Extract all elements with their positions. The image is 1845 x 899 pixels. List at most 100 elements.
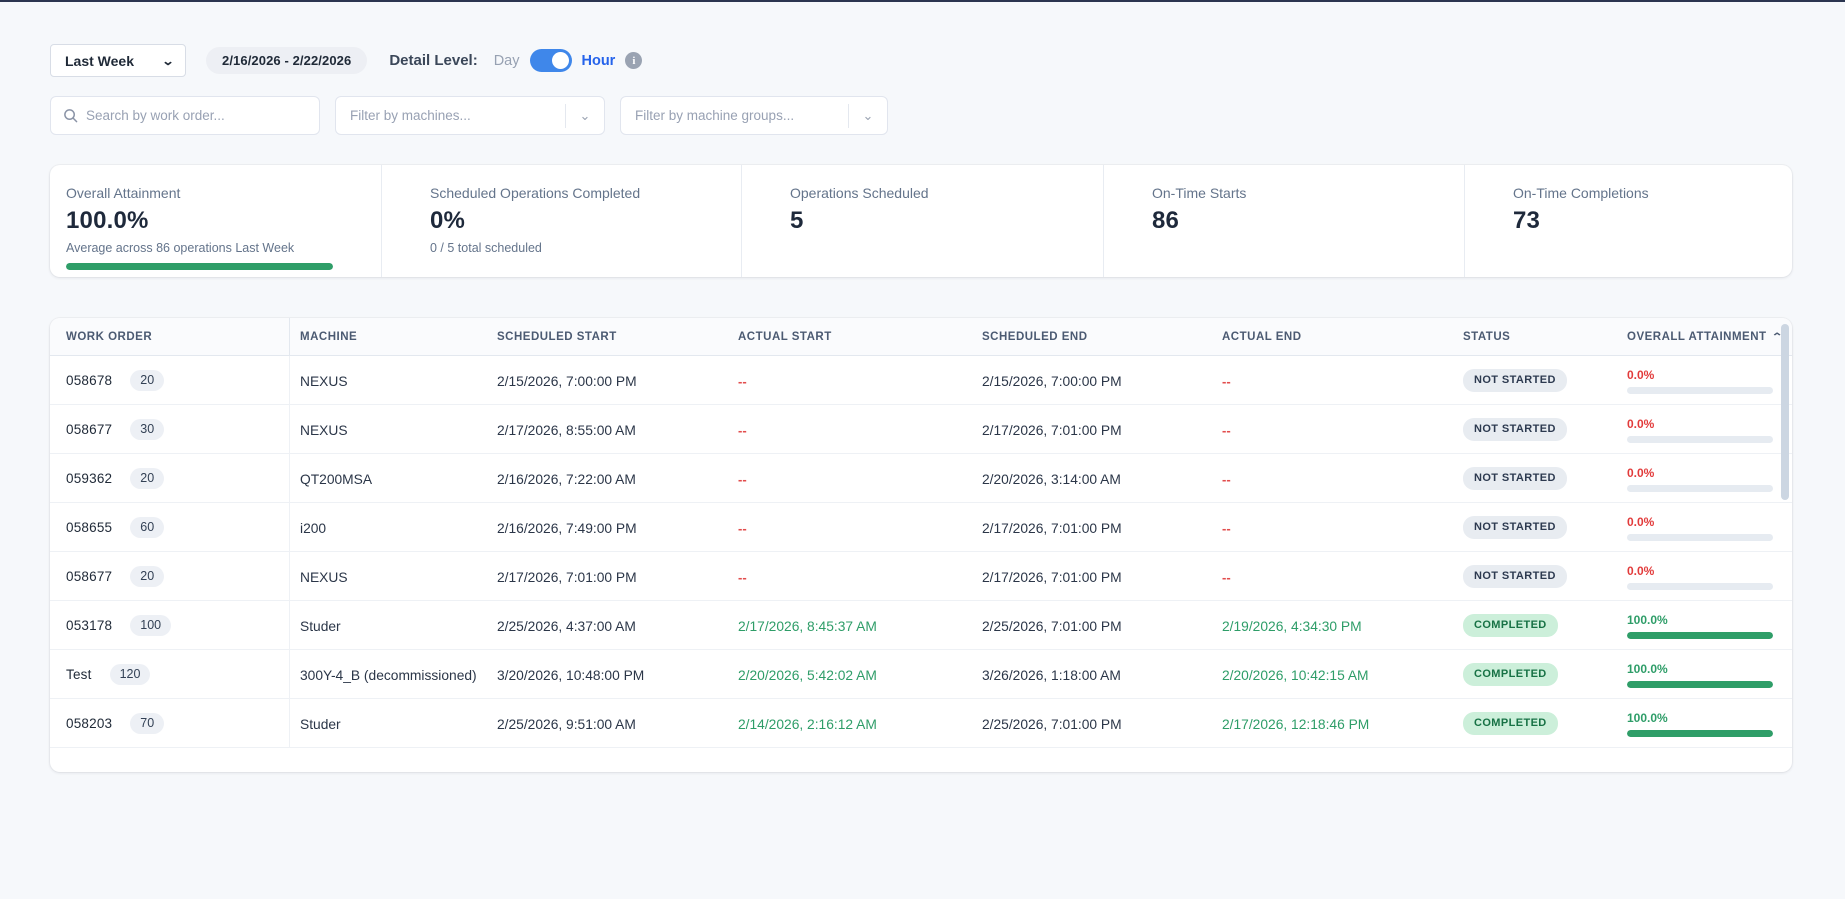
scheduled-start-cell: 2/25/2026, 9:51:00 AM [497,716,636,732]
col-header-actual-start[interactable]: ACTUAL START [738,331,832,343]
kpi-value: 100.0% [66,207,149,234]
status-cell: NOT STARTED [1463,515,1627,540]
attainment-bar [1627,533,1773,541]
attainment-percent: 0.0% [1627,367,1655,382]
col-header-machine[interactable]: MACHINE [300,331,358,343]
work-order-number: 058203 [66,716,113,731]
scheduled-end-cell: 2/17/2026, 7:01:00 PM [982,520,1122,536]
detail-level-label: Detail Level: [389,52,478,69]
work-order-cell: Test 120 [50,650,290,699]
actual-start-cell: -- [738,520,982,536]
table-row[interactable]: 058655 60 i200 2/16/2026, 7:49:00 PM -- 2/17/… [50,503,1792,552]
filter-row: Filter by machines... ⌄ Filter by machin… [50,96,888,135]
status-badge: COMPLETED [1463,711,1558,736]
machine-cell: NEXUS [300,569,348,585]
missing-value: -- [738,569,747,585]
detail-level-toggle[interactable] [529,49,572,72]
attainment-bar [1627,729,1773,737]
machines-filter[interactable]: Filter by machines... ⌄ [335,96,605,135]
col-header-work-order[interactable]: WORK ORDER [50,318,290,356]
attainment-percent: 100.0% [1627,661,1668,676]
kpi-operations-scheduled: Operations Scheduled 5 [741,165,1103,277]
table-row[interactable]: Test 120 300Y-4_B (decommissioned) 3/20/202… [50,650,1792,699]
table-row[interactable]: 058677 20 NEXUS 2/17/2026, 7:01:00 PM -- 2/17… [50,552,1792,601]
vertical-scrollbar-thumb[interactable] [1781,324,1789,500]
scheduled-start-cell: 2/25/2026, 4:37:00 AM [497,618,636,634]
actual-start-cell: -- [738,422,982,438]
col-header-scheduled-end[interactable]: SCHEDULED END [982,331,1088,343]
scheduled-end-cell: 2/15/2026, 7:00:00 PM [982,373,1122,389]
actual-start-cell: -- [738,569,982,585]
operations-table: WORK ORDER MACHINE SCHEDULED START ACTUA… [50,318,1792,772]
work-order-number: 058655 [66,520,113,535]
missing-value: -- [738,373,747,389]
col-header-scheduled-start[interactable]: SCHEDULED START [497,331,617,343]
actual-start-cell: 2/14/2026, 2:16:12 AM [738,716,877,732]
attainment-percent: 0.0% [1627,514,1655,529]
attainment-cell: 0.0% [1627,417,1792,443]
actual-end-cell: 2/19/2026, 4:34:30 PM [1222,618,1362,634]
toggle-knob [551,52,569,69]
attainment-percent: 0.0% [1627,465,1655,480]
detail-level-day-option[interactable]: Day [493,52,520,69]
attainment-bar [1627,386,1773,394]
table-row[interactable]: 059362 20 QT200MSA 2/16/2026, 7:22:00 AM -- 2… [50,454,1792,503]
missing-value: -- [1222,373,1231,389]
search-input[interactable] [86,108,309,123]
col-header-actual-end[interactable]: ACTUAL END [1222,331,1302,343]
chevron-down-icon[interactable]: ⌄ [862,107,874,123]
info-icon[interactable]: i [625,52,643,69]
missing-value: -- [1222,520,1231,536]
work-order-search[interactable] [50,96,320,135]
date-range-select-value: Last Week [65,52,134,69]
scheduled-end-cell: 3/26/2026, 1:18:00 AM [982,667,1121,683]
machine-cell: Studer [300,618,341,634]
machine-cell: QT200MSA [300,471,373,487]
attainment-bar [1627,435,1773,443]
kpi-subtext: 0 / 5 total scheduled [430,241,542,255]
actual-end-cell: 2/20/2026, 10:42:15 AM [1222,667,1369,683]
status-cell: NOT STARTED [1463,564,1627,589]
scheduled-end-cell: 2/17/2026, 7:01:00 PM [982,422,1122,438]
date-range-select[interactable]: Last Week ⌄ [50,44,186,77]
attainment-cell: 100.0% [1627,613,1792,639]
attainment-bar [1627,582,1773,590]
kpi-overall-attainment: Overall Attainment 100.0% Average across 8… [50,165,381,277]
machine-cell: NEXUS [300,422,348,438]
kpi-progress-bar [66,263,333,270]
machine-cell: Studer [300,716,341,732]
actual-end-cell: -- [1222,471,1463,487]
kpi-value: 0% [430,207,466,234]
kpi-value: 86 [1152,207,1180,234]
toolbar: Last Week ⌄ 2/16/2026 - 2/22/2026 Detail… [50,44,643,77]
machine-groups-filter[interactable]: Filter by machine groups... ⌄ [620,96,888,135]
missing-value: -- [738,520,747,536]
work-order-cell: 058655 60 [50,503,290,552]
actual-start-cell: -- [738,373,982,389]
table-row[interactable]: 058677 30 NEXUS 2/17/2026, 8:55:00 AM -- 2/17… [50,405,1792,454]
table-row[interactable]: 058203 70 Studer 2/25/2026, 9:51:00 AM 2/14/… [50,699,1792,748]
missing-value: -- [738,422,747,438]
col-header-status[interactable]: STATUS [1463,331,1511,343]
work-order-number: 058677 [66,569,113,584]
scheduled-start-cell: 2/17/2026, 8:55:00 AM [497,422,636,438]
status-cell: NOT STARTED [1463,368,1627,393]
attainment-percent: 100.0% [1627,612,1668,627]
chevron-down-icon[interactable]: ⌄ [579,107,591,123]
status-badge: COMPLETED [1463,662,1558,687]
operation-badge: 20 [130,370,165,391]
machine-cell: 300Y-4_B (decommissioned) [300,667,477,683]
scheduled-end-cell: 2/20/2026, 3:14:00 AM [982,471,1121,487]
machines-filter-placeholder: Filter by machines... [350,108,471,123]
table-row[interactable]: 053178 100 Studer 2/25/2026, 4:37:00 AM 2/17… [50,601,1792,650]
work-order-number: 058677 [66,422,113,437]
attainment-percent: 0.0% [1627,416,1655,431]
table-row[interactable]: 058678 20 NEXUS 2/15/2026, 7:00:00 PM -- 2/15… [50,356,1792,405]
actual-end-cell: 2/17/2026, 12:18:46 PM [1222,716,1370,732]
scheduled-start-cell: 3/20/2026, 10:48:00 PM [497,667,645,683]
col-header-overall-attainment[interactable]: OVERALL ATTAINMENT ⌃ [1627,331,1784,343]
machine-groups-filter-placeholder: Filter by machine groups... [635,108,795,123]
scheduled-end-cell: 2/25/2026, 7:01:00 PM [982,716,1122,732]
detail-level-hour-option[interactable]: Hour [581,52,616,69]
status-cell: NOT STARTED [1463,466,1627,491]
